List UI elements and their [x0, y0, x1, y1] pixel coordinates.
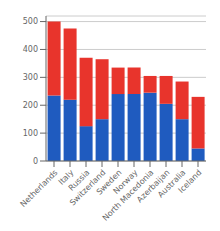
svg-text:500: 500	[23, 17, 38, 26]
svg-text:Netherlands: Netherlands	[19, 168, 60, 209]
svg-text:300: 300	[23, 73, 38, 82]
svg-text:Switzerland: Switzerland	[68, 168, 108, 208]
svg-text:Italy: Italy	[56, 168, 76, 187]
svg-text:400: 400	[23, 45, 38, 54]
svg-text:Sweden: Sweden	[94, 168, 124, 197]
svg-text:North Macedonia: North Macedonia	[100, 168, 156, 223]
svg-text:Iceland: Iceland	[177, 168, 204, 195]
svg-text:200: 200	[23, 101, 38, 110]
svg-text:Australia: Australia	[156, 168, 188, 200]
svg-text:Azerbaijan: Azerbaijan	[135, 168, 172, 205]
svg-text:Russia: Russia	[66, 168, 92, 193]
svg-text:100: 100	[23, 129, 38, 138]
svg-text:Norway: Norway	[111, 168, 140, 196]
svg-text:0: 0	[33, 157, 38, 166]
